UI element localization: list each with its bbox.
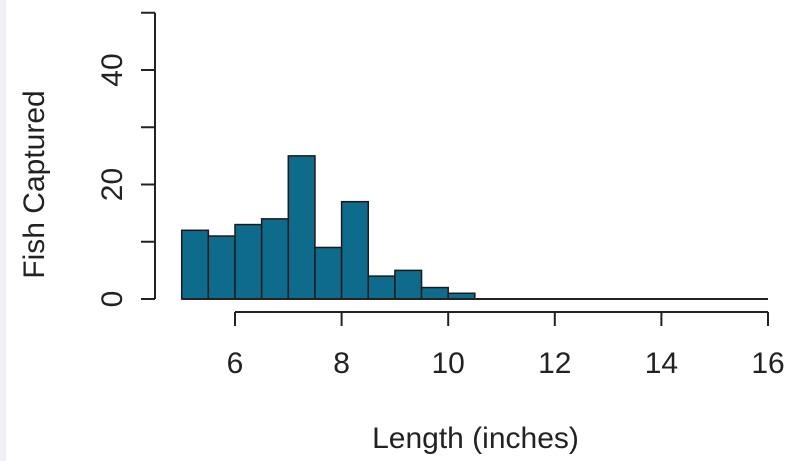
y-axis: 0 20 40 xyxy=(96,11,156,308)
x-tick-label: 8 xyxy=(333,347,350,380)
histogram-bar xyxy=(367,275,396,300)
histogram-bar xyxy=(420,286,449,300)
bars-group xyxy=(180,155,768,300)
x-tick-label: 10 xyxy=(432,347,465,380)
x-tick-label: 6 xyxy=(227,347,244,380)
y-axis-title: Fish Captured xyxy=(18,90,51,278)
window-edge xyxy=(0,0,6,461)
histogram-bar xyxy=(260,218,290,300)
x-tick-label: 14 xyxy=(645,347,678,380)
y-tick-label: 40 xyxy=(96,53,129,86)
y-tick-label: 0 xyxy=(96,291,129,308)
y-tick-label: 20 xyxy=(96,168,129,201)
histogram-bar xyxy=(314,246,343,300)
x-axis-title: Length (inches) xyxy=(372,422,579,455)
x-tick-label: 16 xyxy=(751,347,784,380)
histogram-bar xyxy=(234,223,263,300)
histogram-bar xyxy=(207,235,236,300)
histogram-bar xyxy=(287,155,316,300)
x-axis: 6 8 10 12 14 16 xyxy=(227,311,785,380)
histogram-bar xyxy=(340,200,370,300)
histogram-bar xyxy=(180,229,210,300)
x-tick-label: 12 xyxy=(538,347,571,380)
histogram-bar xyxy=(394,269,423,300)
